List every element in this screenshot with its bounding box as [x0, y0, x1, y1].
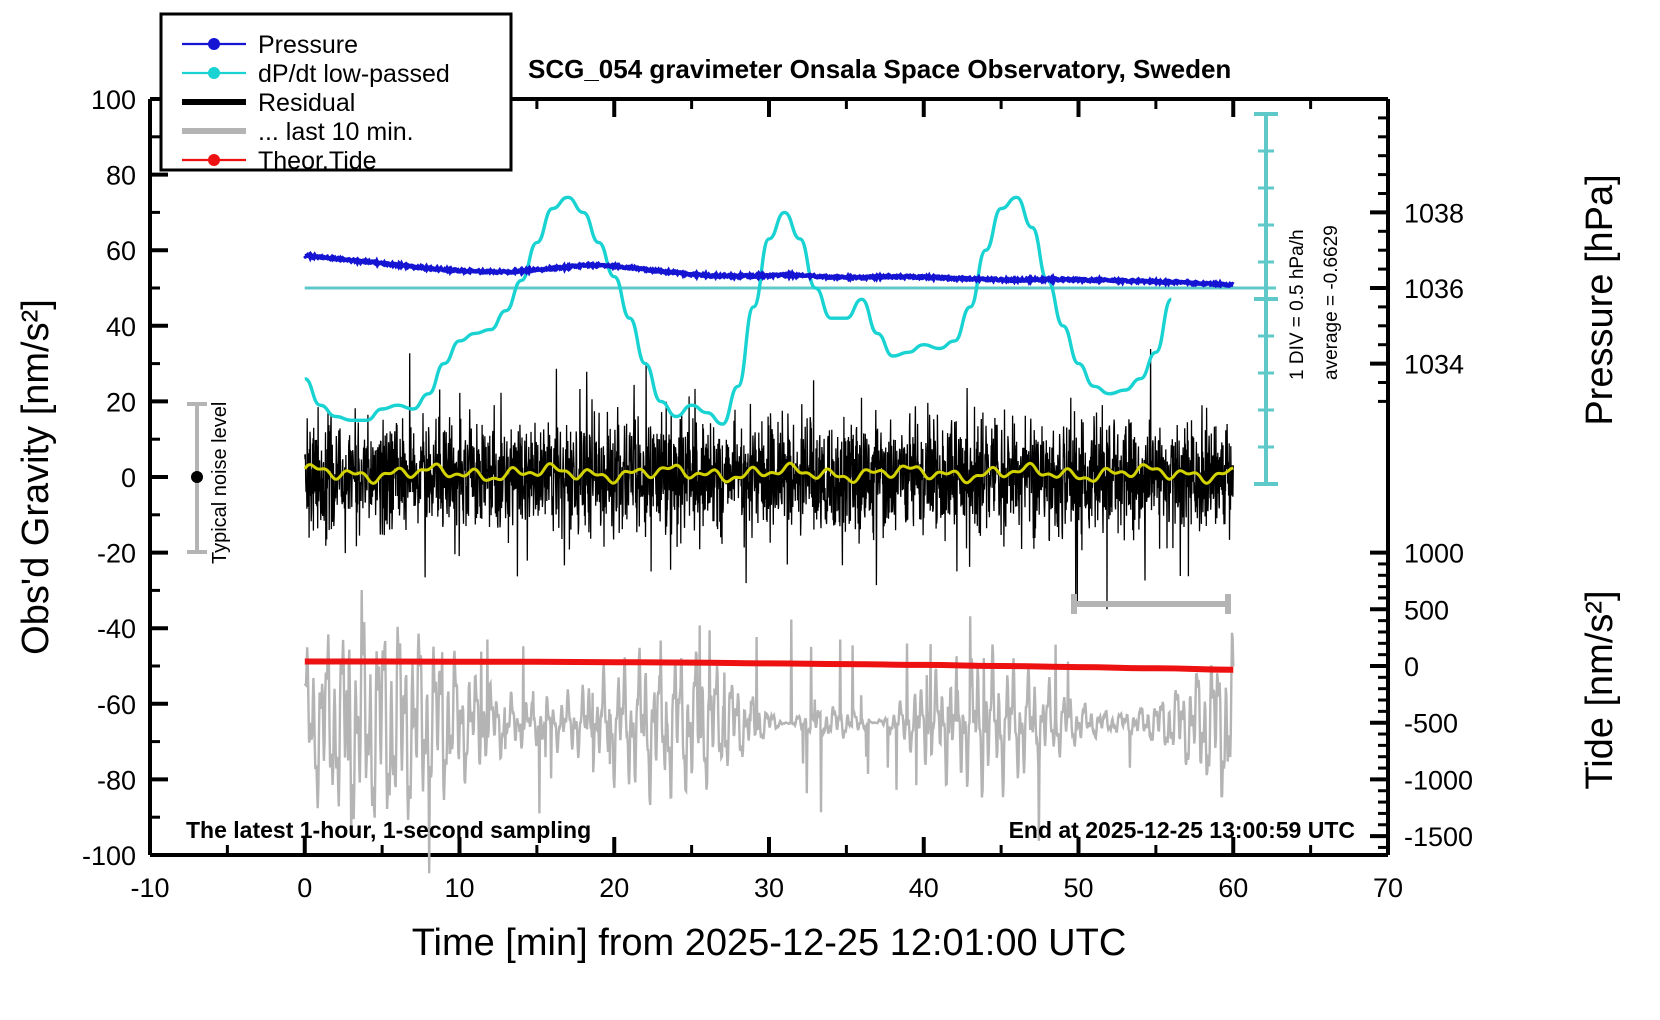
y-tick-label: 80: [106, 161, 136, 191]
legend-item[interactable]: ... last 10 min.: [182, 118, 414, 146]
div-scale-label: 1 DIV = 0.5 hPa/h: [1287, 229, 1308, 380]
y-tick-label: 60: [106, 236, 136, 266]
y-axis-right-ticks: [1370, 97, 1388, 849]
tide-tick-label: 0: [1404, 652, 1419, 682]
legend-item-label: Theor.Tide: [258, 147, 377, 175]
x-tick-label: 60: [1218, 873, 1248, 903]
x-tick-label: -10: [130, 873, 169, 903]
y-tick-label: -20: [97, 539, 136, 569]
x-tick-label: 50: [1063, 873, 1093, 903]
x-axis-label: Time [min] from 2025-12-25 12:01:00 UTC: [412, 922, 1127, 964]
y-tick-label: 100: [91, 85, 136, 115]
typical-noise-level-marker: [187, 402, 207, 554]
tide-tick-label: -1500: [1404, 822, 1473, 852]
x-tick-label: 10: [444, 873, 474, 903]
x-tick-label: 0: [297, 873, 312, 903]
tide-tick-label: -1000: [1404, 765, 1473, 795]
bottom-right-annotation: End at 2025-12-25 13:00:59 UTC: [1009, 817, 1355, 843]
dpdt-div-scale-bar: [1254, 112, 1278, 486]
average-label: average = -0.6629: [1321, 225, 1342, 380]
legend-swatch-dot: [208, 67, 220, 79]
y-axis-left-ticks: [150, 97, 168, 857]
typical-noise-level-label: Typical noise level: [209, 402, 231, 564]
y-tick-label: 40: [106, 312, 136, 342]
tide-tick-label: 1000: [1404, 539, 1464, 569]
tide-axis-labels: 1000 500 0 -500 -1000 -1500: [1404, 539, 1473, 853]
last-10-min-range-bar: [1071, 594, 1231, 614]
series-dpdt-lowpassed: [304, 195, 1173, 426]
legend-item-label: dP/dt low-passed: [258, 60, 450, 88]
bottom-left-annotation: The latest 1-hour, 1-second sampling: [186, 817, 591, 843]
series-residual: [304, 348, 1234, 610]
legend-item[interactable]: Residual: [182, 89, 355, 117]
pressure-axis-label: Pressure [hPa]: [1579, 174, 1621, 425]
legend-item[interactable]: Pressure: [182, 31, 358, 59]
series-pressure: [303, 250, 1235, 289]
x-tick-label: 20: [599, 873, 629, 903]
legend-background: [159, 12, 513, 172]
x-axis-labels: -10 0 10 20 30 40 50 60 70: [130, 873, 1403, 903]
pressure-tick-label: 1034: [1404, 350, 1464, 380]
tide-tick-label: 500: [1404, 595, 1449, 625]
plot-title: SCG_054 gravimeter Onsala Space Observat…: [528, 54, 1231, 84]
tide-tick-label: -500: [1404, 709, 1458, 739]
legend-swatch-dot: [208, 154, 220, 166]
legend-item-label: Pressure: [258, 31, 358, 59]
y-tick-label: -100: [82, 841, 136, 871]
legend-item-label: ... last 10 min.: [258, 118, 414, 146]
series-theor-tide: [304, 658, 1234, 673]
legend-item[interactable]: dP/dt low-passed: [182, 60, 450, 88]
pressure-tick-label: 1036: [1404, 274, 1464, 304]
y-tick-label: 0: [121, 463, 136, 493]
legend-item-label: Residual: [258, 89, 355, 117]
x-tick-label: 70: [1373, 873, 1403, 903]
pressure-tick-label: 1038: [1404, 198, 1464, 228]
y-tick-label: -40: [97, 614, 136, 644]
y-axis-label: Obs'd Gravity [nm/s²]: [15, 299, 57, 655]
series-last-10-min: [303, 589, 1235, 874]
x-axis-ticks: [148, 99, 1390, 855]
y-axis-left-labels: -100 -80 -60 -40 -20 0 20 40 60 80 100: [82, 85, 136, 871]
y-tick-label: -80: [97, 765, 136, 795]
tide-axis-label: Tide [nm/s²]: [1579, 590, 1621, 789]
y-tick-label: 20: [106, 387, 136, 417]
legend-item[interactable]: Theor.Tide: [182, 147, 377, 175]
pressure-axis-labels: 1034 1036 1038: [1404, 198, 1464, 379]
legend-swatch-dot: [208, 38, 220, 50]
y-tick-label: -60: [97, 690, 136, 720]
series-layer: [303, 195, 1276, 874]
series-residual-smoothed: [303, 461, 1234, 485]
x-tick-label: 40: [909, 873, 939, 903]
x-tick-label: 30: [754, 873, 784, 903]
